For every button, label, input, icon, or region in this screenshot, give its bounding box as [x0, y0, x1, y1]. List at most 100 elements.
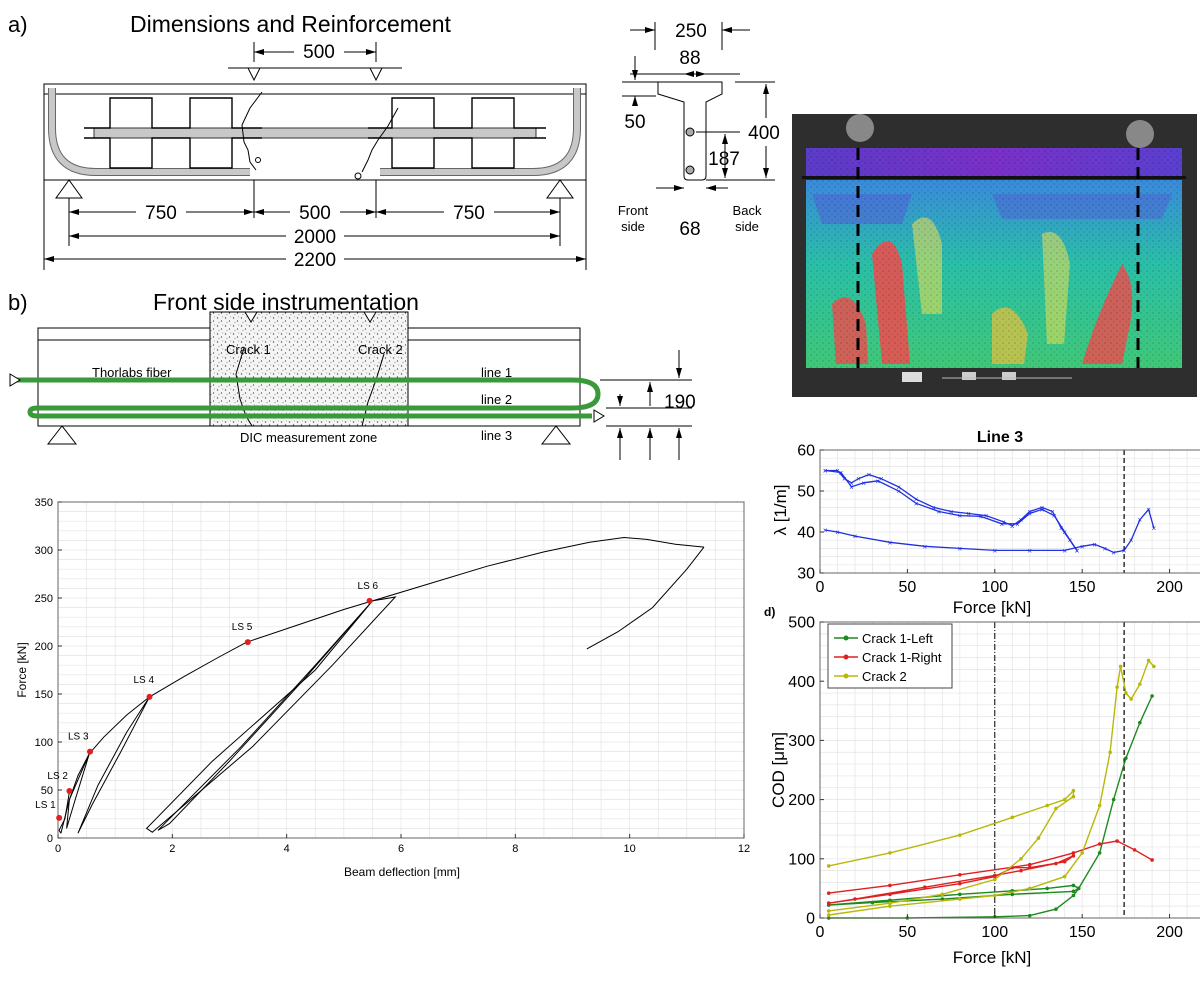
panel-b-drawing: b) Front side instrumentation Crack 1 Cr… — [0, 284, 720, 460]
l3-series-marker: × — [1015, 520, 1020, 529]
fc-ytick-label: 100 — [35, 737, 53, 749]
cod-series-marker — [1147, 659, 1151, 663]
l3-series-marker: × — [1080, 542, 1085, 551]
l3-series-marker: × — [856, 475, 861, 484]
l3-series-marker: × — [1052, 512, 1057, 521]
legend-crack1-right: Crack 1-Right — [862, 650, 942, 665]
cod-series-marker — [1150, 694, 1154, 698]
fc-xtick-label: 8 — [512, 843, 518, 855]
cod-series-marker — [1152, 665, 1156, 669]
cod-series-marker — [1115, 839, 1119, 843]
cod-series-marker — [1054, 862, 1058, 866]
l3-series-marker: × — [923, 542, 928, 551]
cod-series-marker — [853, 897, 857, 901]
l3-series-marker: × — [914, 499, 919, 508]
cod-series-marker — [993, 874, 997, 878]
l3-series-marker: × — [823, 526, 828, 535]
cod-xtick-label: 100 — [981, 924, 1008, 941]
l3-ytick-label: 30 — [797, 566, 815, 583]
cod-series-marker — [1072, 789, 1076, 793]
l3-series-marker: × — [896, 487, 901, 496]
cod-series-marker — [1098, 842, 1102, 846]
l3-series-marker: × — [1062, 528, 1067, 537]
cod-series-marker — [1072, 884, 1076, 888]
cod-series-marker — [1010, 893, 1014, 897]
l3-ytick-label: 40 — [797, 525, 815, 542]
l3-series-marker: × — [978, 512, 983, 521]
fc-xtick-label: 4 — [284, 843, 290, 855]
cod-series-marker — [1112, 798, 1116, 802]
cod-series-marker — [827, 909, 831, 913]
cod-series-marker — [958, 873, 962, 877]
l3-series-marker: × — [1129, 536, 1134, 545]
l3-series-marker: × — [823, 467, 828, 476]
fc-xtick-label: 2 — [169, 843, 175, 855]
dim-190: 190 — [664, 392, 696, 413]
cod-series-marker — [1119, 665, 1123, 669]
cod-series-marker — [1028, 887, 1032, 891]
cod-series-marker — [1080, 851, 1084, 855]
fiber-label: Thorlabs fiber — [92, 365, 172, 380]
section-front-label-2: side — [621, 219, 645, 234]
force-chart-ylabel: Force [kN] — [15, 642, 29, 697]
cod-series-marker — [1072, 795, 1076, 799]
cod-series-marker — [888, 904, 892, 908]
cod-series-marker — [888, 851, 892, 855]
cod-series-marker — [1072, 890, 1076, 894]
dim-right-span: 750 — [453, 203, 485, 224]
l3-xtick-label: 50 — [898, 579, 916, 596]
l3-series-marker: × — [853, 532, 858, 541]
crack2-label: Crack 2 — [358, 342, 403, 357]
fc-ytick-label: 150 — [35, 689, 53, 701]
cod-series-marker — [1019, 869, 1023, 873]
cod-series-marker — [1108, 750, 1112, 754]
fc-load-step-label: LS 6 — [358, 581, 379, 592]
panel-a-title: Dimensions and Reinforcement — [130, 11, 451, 37]
l3-series-marker: × — [849, 483, 854, 492]
cod-series-marker — [1045, 887, 1049, 891]
l3-series-marker: × — [949, 508, 954, 517]
l3-ytick-label: 60 — [797, 443, 815, 460]
section-height: 400 — [748, 123, 780, 144]
panel-b-title: Front side instrumentation — [153, 289, 419, 315]
fc-ytick-label: 300 — [35, 545, 53, 557]
cod-series-marker — [1028, 914, 1032, 918]
cod-series-marker — [888, 893, 892, 897]
l3-xtick-label: 150 — [1069, 579, 1096, 596]
cod-series-marker — [993, 894, 997, 898]
cod-series-marker — [888, 884, 892, 888]
fc-ytick-label: 200 — [35, 641, 53, 653]
section-front-label-1: Front — [618, 203, 649, 218]
section-flange: 50 — [624, 112, 645, 133]
cod-chart-ylabel: COD [μm] — [769, 732, 788, 808]
dim-left-span: 750 — [145, 203, 177, 224]
line3-label: line 3 — [481, 428, 512, 443]
l3-series-marker: × — [1103, 544, 1108, 553]
legend-crack1-left: Crack 1-Left — [862, 631, 933, 646]
cod-series-marker — [1063, 860, 1067, 864]
cod-series-marker — [1115, 685, 1119, 689]
fc-ytick-label: 350 — [35, 497, 53, 509]
cod-series-marker — [1037, 836, 1041, 840]
line3-chart-ylabel: λ [1/m] — [771, 484, 790, 535]
fc-load-step-label: LS 4 — [133, 675, 154, 686]
cod-series-marker — [1010, 816, 1014, 820]
l3-series-marker: × — [875, 477, 880, 486]
cod-series-marker — [1133, 848, 1137, 852]
cod-ytick-label: 300 — [788, 733, 815, 750]
l3-series-marker: × — [937, 508, 942, 517]
l3-series-marker: × — [839, 469, 844, 478]
fc-load-step-point — [367, 598, 373, 604]
cod-series-marker — [1028, 866, 1032, 870]
cod-ytick-label: 100 — [788, 851, 815, 868]
section-bottom-web: 68 — [679, 219, 700, 240]
fc-load-step-point — [146, 694, 152, 700]
l3-series-marker: × — [835, 528, 840, 537]
cod-series-marker — [1129, 697, 1133, 701]
section-bar-offset: 187 — [708, 149, 740, 170]
cod-series-marker — [1072, 854, 1076, 858]
line2-label: line 2 — [481, 392, 512, 407]
cod-series-marker — [958, 893, 962, 897]
l3-series-marker: × — [888, 538, 893, 547]
cod-series-marker — [941, 893, 945, 897]
